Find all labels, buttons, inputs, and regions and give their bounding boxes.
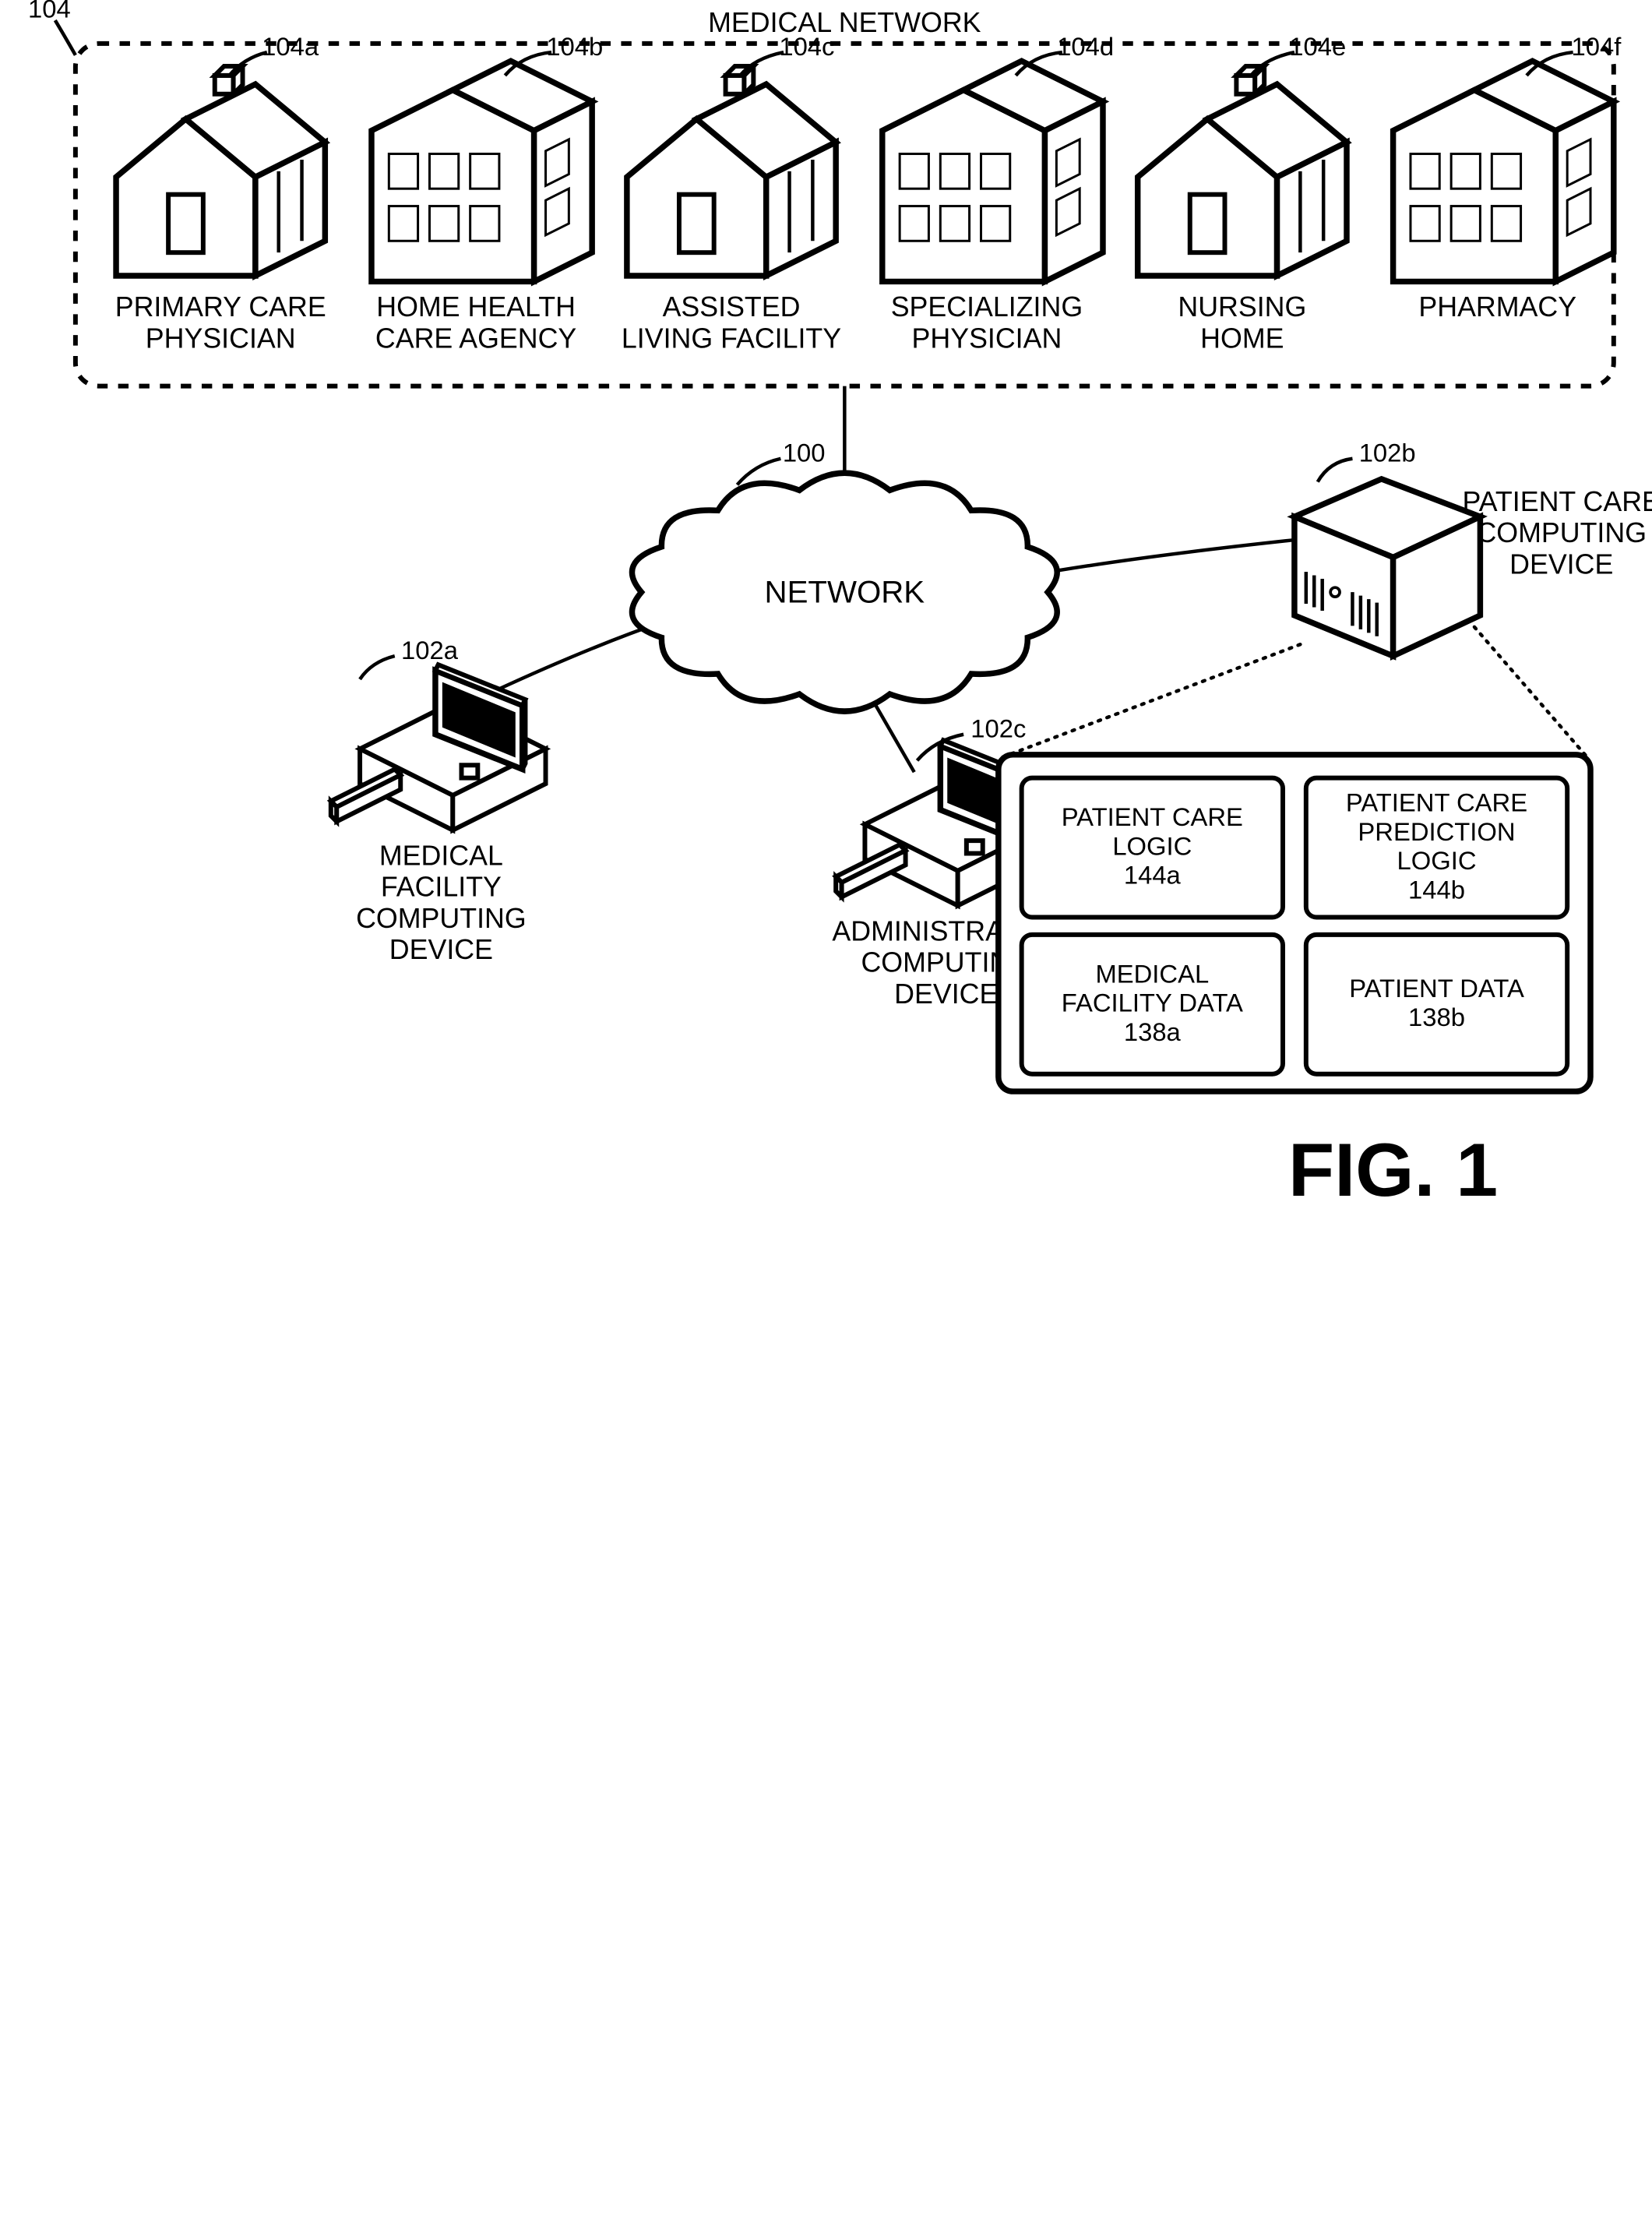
memory-cell-med-facility-data-label-1: FACILITY DATA bbox=[1062, 989, 1243, 1017]
ref-102b: 102b bbox=[1359, 438, 1416, 467]
memory-cell-patient-data-ref: 138b bbox=[1408, 1003, 1465, 1031]
facility-nursing-home-label-1: HOME bbox=[1200, 323, 1284, 354]
facility-asst-living: ASSISTEDLIVING FACILITY bbox=[622, 66, 841, 354]
ref-100: 100 bbox=[783, 438, 826, 467]
ref-102a: 102a bbox=[401, 636, 459, 664]
facility-specializing-label-1: PHYSICIAN bbox=[912, 323, 1062, 354]
leader-102a bbox=[360, 656, 395, 679]
network-cloud-label: NETWORK bbox=[765, 575, 925, 610]
ref-104c: 104c bbox=[779, 32, 834, 61]
memory-cell-med-facility-data-ref: 138a bbox=[1124, 1017, 1182, 1046]
medical-network-title: MEDICAL NETWORK bbox=[708, 7, 981, 38]
memory-cell-patient-care-logic-label-0: PATIENT CARE bbox=[1062, 802, 1243, 831]
admin-device-label-2: DEVICE bbox=[894, 978, 998, 1010]
memory-cell-patient-care-pred-logic-label-0: PATIENT CARE bbox=[1346, 788, 1527, 816]
memory-cell-patient-care-pred-logic-label-2: LOGIC bbox=[1397, 846, 1477, 875]
facility-asst-living-label-1: LIVING FACILITY bbox=[622, 323, 841, 354]
breakout-line-left bbox=[1002, 644, 1301, 757]
patient-care-device-label-1: COMPUTING bbox=[1476, 517, 1647, 548]
patient-care-device-label-2: DEVICE bbox=[1509, 548, 1613, 580]
med-facility-device-label-1: FACILITY bbox=[381, 872, 502, 903]
patient-care-device-label-0: PATIENT CARE bbox=[1463, 486, 1652, 517]
network-cloud: NETWORK bbox=[632, 473, 1057, 711]
facility-specializing: SPECIALIZINGPHYSICIAN bbox=[882, 61, 1103, 354]
ref-104e: 104e bbox=[1289, 32, 1346, 61]
ref-104b: 104b bbox=[546, 32, 603, 61]
leader-102b bbox=[1318, 459, 1353, 482]
facility-home-health: HOME HEALTHCARE AGENCY bbox=[372, 61, 592, 354]
facility-nursing-home-label-0: NURSING bbox=[1178, 291, 1306, 323]
facility-primary-care-label-0: PRIMARY CARE bbox=[115, 291, 326, 323]
ref-102c: 102c bbox=[970, 714, 1026, 742]
med-facility-device-label-0: MEDICAL bbox=[379, 840, 503, 871]
med-facility-device: MEDICALFACILITYCOMPUTINGDEVICE bbox=[331, 664, 546, 965]
facility-nursing-home: NURSINGHOME bbox=[1138, 66, 1347, 354]
memory-cell-patient-data-label-0: PATIENT DATA bbox=[1349, 974, 1524, 1003]
breakout-line-right bbox=[1474, 627, 1587, 758]
memory-cell-patient-care-pred-logic-ref: 144b bbox=[1408, 875, 1465, 904]
memory-cell-patient-care-logic-label-1: LOGIC bbox=[1112, 831, 1192, 860]
memory-cell-patient-care-pred-logic-label-1: PREDICTION bbox=[1358, 817, 1515, 846]
facility-primary-care: PRIMARY CAREPHYSICIAN bbox=[115, 66, 326, 354]
facility-pharmacy-label-0: PHARMACY bbox=[1418, 291, 1576, 323]
memory-cell-med-facility-data-label-0: MEDICAL bbox=[1095, 959, 1209, 988]
ref-104d: 104d bbox=[1057, 32, 1114, 61]
ref-104: 104 bbox=[28, 0, 71, 23]
ref-104f: 104f bbox=[1572, 32, 1622, 61]
facility-specializing-label-0: SPECIALIZING bbox=[891, 291, 1083, 323]
connection-network-cloud-admin-device bbox=[871, 696, 914, 772]
facility-asst-living-label-0: ASSISTED bbox=[663, 291, 801, 323]
med-facility-device-label-3: DEVICE bbox=[389, 934, 493, 965]
ref-104a: 104a bbox=[262, 32, 319, 61]
facility-home-health-label-1: CARE AGENCY bbox=[375, 323, 577, 354]
connection-network-cloud-patient-care-device bbox=[1034, 540, 1294, 575]
memory-cell-patient-care-logic-ref: 144a bbox=[1124, 861, 1182, 890]
leader-104 bbox=[55, 20, 76, 55]
facility-pharmacy: PHARMACY bbox=[1393, 61, 1614, 323]
facility-home-health-label-0: HOME HEALTH bbox=[376, 291, 576, 323]
patient-care-device: PATIENT CARECOMPUTINGDEVICE bbox=[1294, 479, 1652, 656]
facility-primary-care-label-1: PHYSICIAN bbox=[146, 323, 296, 354]
figure-label: FIG. 1 bbox=[1288, 1127, 1498, 1212]
med-facility-device-label-2: COMPUTING bbox=[356, 903, 527, 934]
